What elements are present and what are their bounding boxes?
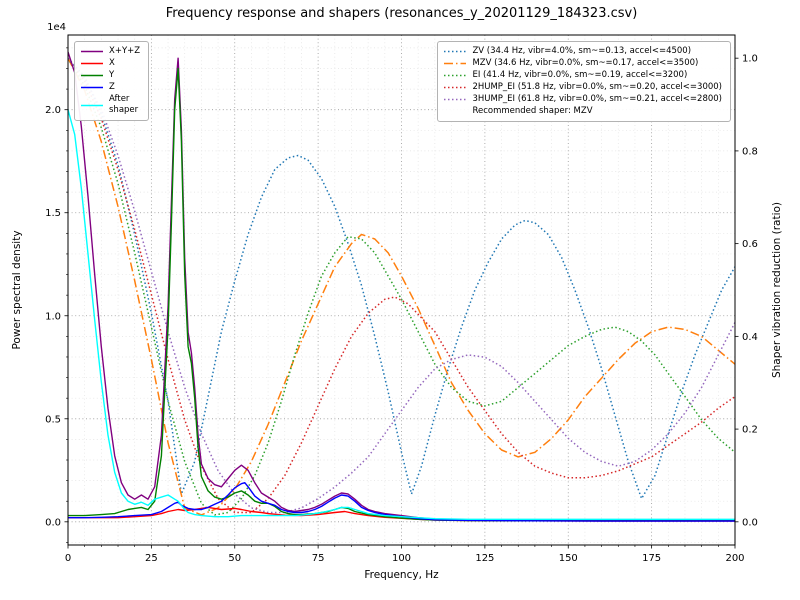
legend-entry-ei: EI (41.4 Hz, vibr=0.0%, sm~=0.19, accel<… bbox=[443, 70, 722, 81]
legend-entry-y-label: Y bbox=[109, 70, 115, 81]
legend-entry-after-shaper-label: After shaper bbox=[109, 94, 139, 116]
legend-entry-mzv-label: MZV (34.6 Hz, vibr=0.0%, sm~=0.17, accel… bbox=[472, 58, 699, 69]
legend-entry-mzv: MZV (34.6 Hz, vibr=0.0%, sm~=0.17, accel… bbox=[443, 58, 722, 69]
legend-entry-3hump-ei: 3HUMP_EI (61.8 Hz, vibr=0.0%, sm~=0.21, … bbox=[443, 94, 722, 105]
series-after-shaper bbox=[68, 109, 735, 520]
y-left-tick-label: 1.5 bbox=[45, 208, 61, 219]
y-left-tick-label: 2.0 bbox=[45, 105, 61, 116]
series-3hump-ei bbox=[68, 57, 735, 514]
chart-title: Frequency response and shapers (resonanc… bbox=[165, 6, 638, 21]
legend-entry-ei-swatch-icon bbox=[444, 74, 467, 77]
x-tick-label: 150 bbox=[559, 553, 578, 564]
y-left-tick-label: 0.0 bbox=[45, 517, 61, 528]
x-tick-label: 0 bbox=[65, 553, 71, 564]
legend-entry-zv: ZV (34.4 Hz, vibr=4.0%, sm~=0.13, accel<… bbox=[443, 46, 722, 57]
legend-entry-z-label: Z bbox=[109, 82, 115, 93]
series-zv bbox=[68, 57, 735, 500]
legend-entry-after-shaper-swatch-icon bbox=[81, 104, 103, 107]
y-left-offset-text: 1e4 bbox=[47, 22, 66, 33]
legend-entry-x-y-z: X+Y+Z bbox=[80, 46, 140, 57]
x-tick-label: 125 bbox=[475, 553, 494, 564]
x-tick-label: 200 bbox=[725, 553, 744, 564]
legend-entry-x-y-z-label: X+Y+Z bbox=[109, 46, 141, 56]
y-right-tick-label: 0.2 bbox=[742, 425, 758, 436]
legend-entry-zv-swatch-icon bbox=[444, 50, 467, 53]
recommended-shaper-text-swatch-icon bbox=[443, 106, 467, 117]
legend-entry-2hump-ei-label: 2HUMP_EI (51.8 Hz, vibr=0.0%, sm~=0.20, … bbox=[472, 82, 722, 93]
x-tick-label: 100 bbox=[392, 553, 411, 564]
series-y bbox=[68, 67, 735, 522]
series-z bbox=[68, 482, 735, 522]
series-ei bbox=[68, 57, 735, 516]
legend-entry-x-y-z-swatch-icon bbox=[81, 50, 103, 53]
legend-entry-after-shaper: After shaper bbox=[80, 94, 140, 116]
legend-entry-mzv-swatch-icon bbox=[444, 62, 467, 65]
recommended-shaper-text-label: Recommended shaper: MZV bbox=[472, 106, 593, 117]
y-right-tick-label: 0.6 bbox=[742, 239, 758, 250]
y-left-tick-label: 0.5 bbox=[45, 414, 61, 425]
legend-psd: X+Y+Z X Y Z After shaper bbox=[74, 41, 150, 122]
series-group bbox=[68, 51, 735, 522]
legend-entry-x-swatch-icon bbox=[81, 62, 103, 65]
legend-entry-x: X bbox=[80, 58, 140, 69]
legend-entry-y-swatch-icon bbox=[81, 74, 103, 77]
legend-entry-x-label: X bbox=[109, 58, 115, 69]
y-left-axis-label: Power spectral density bbox=[11, 230, 23, 349]
legend-entry-3hump-ei-label: 3HUMP_EI (61.8 Hz, vibr=0.0%, sm~=0.21, … bbox=[472, 94, 722, 105]
legend-shapers: ZV (34.4 Hz, vibr=4.0%, sm~=0.13, accel<… bbox=[437, 41, 731, 123]
y-right-tick-label: 0.8 bbox=[742, 146, 758, 157]
y-right-axis-label: Shaper vibration reduction (ratio) bbox=[771, 202, 783, 378]
y-right-tick-label: 0.0 bbox=[742, 517, 758, 528]
legend-entry-ei-label: EI (41.4 Hz, vibr=0.0%, sm~=0.19, accel<… bbox=[472, 70, 688, 81]
x-tick-label: 50 bbox=[228, 553, 241, 564]
recommended-shaper-text: Recommended shaper: MZV bbox=[443, 106, 722, 117]
y-left-tick-label: 1.0 bbox=[45, 311, 61, 322]
x-axis-label: Frequency, Hz bbox=[364, 569, 439, 581]
y-right-tick-label: 1.0 bbox=[742, 54, 758, 65]
tick-labels bbox=[64, 47, 739, 549]
x-tick-label: 175 bbox=[642, 553, 661, 564]
legend-entry-z: Z bbox=[80, 82, 140, 93]
legend-entry-2hump-ei-swatch-icon bbox=[444, 86, 467, 89]
x-tick-label: 75 bbox=[312, 553, 325, 564]
legend-entry-z-swatch-icon bbox=[81, 86, 103, 89]
series-mzv bbox=[68, 57, 735, 516]
legend-entry-3hump-ei-swatch-icon bbox=[444, 98, 467, 101]
x-tick-label: 25 bbox=[145, 553, 158, 564]
legend-entry-zv-label: ZV (34.4 Hz, vibr=4.0%, sm~=0.13, accel<… bbox=[472, 46, 692, 56]
legend-entry-y: Y bbox=[80, 70, 140, 81]
y-right-tick-label: 0.4 bbox=[742, 332, 758, 343]
legend-entry-2hump-ei: 2HUMP_EI (51.8 Hz, vibr=0.0%, sm~=0.20, … bbox=[443, 82, 722, 93]
